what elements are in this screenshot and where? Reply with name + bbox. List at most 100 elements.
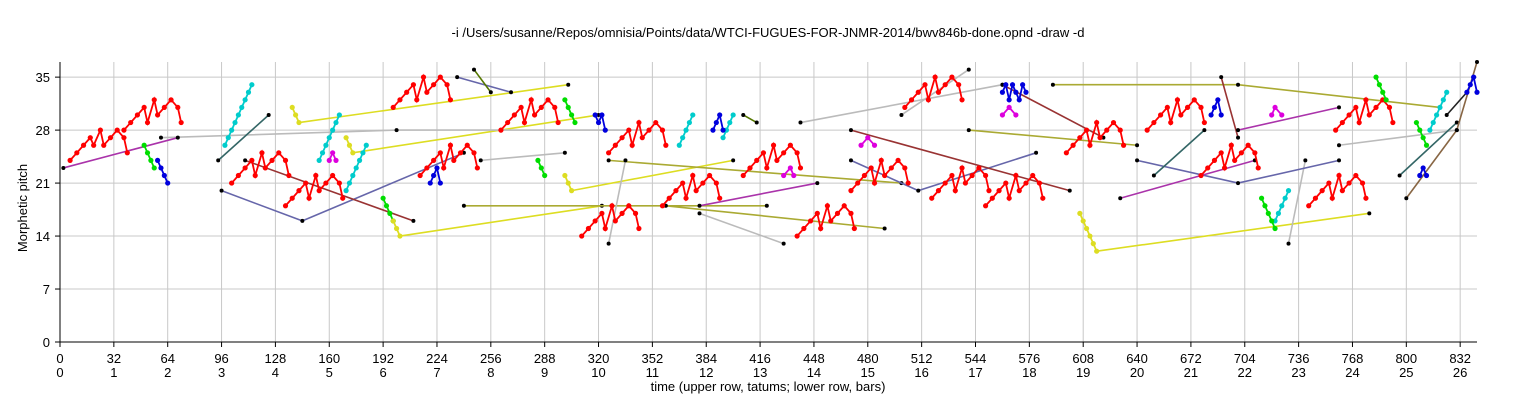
data-point — [158, 135, 163, 140]
data-point — [569, 188, 575, 194]
data-point — [1184, 104, 1191, 111]
data-point — [343, 135, 349, 141]
series-line — [298, 83, 569, 124]
x-tick-label-tatum: 736 — [1288, 351, 1310, 366]
data-point — [1238, 150, 1244, 156]
data-point — [666, 195, 672, 201]
data-point — [626, 127, 632, 133]
series-line — [968, 129, 1138, 147]
series-line — [217, 114, 270, 161]
x-tick-label-tatum: 384 — [695, 351, 717, 366]
x-axis-label: time (upper row, tatums; lower row, bars… — [651, 379, 886, 394]
series-line — [1200, 141, 1260, 177]
data-point — [1467, 82, 1473, 88]
data-point — [333, 157, 339, 163]
data-point — [431, 172, 437, 179]
data-point — [1367, 211, 1372, 216]
data-point — [1404, 196, 1409, 201]
data-point — [1083, 225, 1090, 232]
data-point — [1023, 180, 1029, 186]
x-tick-label-bar: 9 — [541, 365, 548, 380]
data-point — [1013, 112, 1019, 118]
data-point — [252, 172, 258, 179]
data-point — [717, 195, 723, 201]
series-line — [399, 204, 603, 237]
data-point — [431, 82, 437, 88]
data-point — [636, 119, 642, 126]
data-point — [107, 135, 114, 141]
data-point — [350, 150, 356, 156]
data-point — [326, 157, 332, 163]
data-point — [1104, 127, 1110, 133]
series-line — [160, 129, 650, 139]
data-point — [447, 142, 454, 148]
data-point — [1286, 241, 1291, 246]
data-point — [360, 150, 366, 156]
data-point — [128, 119, 134, 126]
data-point — [710, 127, 716, 133]
data-point — [346, 180, 353, 186]
data-point — [61, 165, 66, 170]
data-point — [626, 203, 632, 209]
x-tick-label-bar: 22 — [1238, 365, 1252, 380]
data-point — [141, 104, 147, 111]
data-point — [1135, 143, 1140, 148]
data-point — [700, 180, 706, 186]
data-point — [693, 188, 699, 194]
data-point — [303, 180, 309, 186]
data-point — [969, 172, 975, 179]
data-point — [731, 158, 736, 163]
data-point — [1373, 74, 1379, 80]
data-point — [1397, 173, 1402, 178]
data-point — [1262, 203, 1268, 209]
data-point — [296, 119, 302, 126]
data-point — [720, 127, 726, 133]
data-point — [155, 157, 161, 163]
data-point — [562, 150, 567, 155]
data-point — [882, 172, 888, 179]
data-point — [1094, 119, 1100, 126]
x-tick-label-bar: 17 — [968, 365, 982, 380]
series-line — [571, 159, 734, 192]
x-tick-label-tatum: 640 — [1126, 351, 1148, 366]
x-tick-label-tatum: 448 — [803, 351, 825, 366]
data-point — [794, 150, 800, 156]
data-point — [1363, 97, 1369, 103]
data-point — [562, 97, 568, 103]
data-point — [535, 157, 541, 163]
chart-title: -i /Users/susanne/Repos/omnisia/Points/d… — [452, 25, 1085, 40]
data-point — [538, 104, 544, 111]
x-tick-label-tatum: 544 — [965, 351, 987, 366]
data-point — [101, 142, 107, 148]
data-point — [1326, 180, 1332, 186]
data-point — [855, 180, 861, 186]
series-line — [1153, 129, 1205, 177]
data-point — [1144, 127, 1150, 133]
data-point — [1275, 210, 1282, 216]
data-point — [1269, 112, 1275, 118]
data-point — [1164, 104, 1170, 111]
series-line — [1146, 96, 1206, 131]
data-point — [717, 112, 723, 118]
data-point — [1236, 128, 1241, 133]
series-line — [1220, 76, 1239, 138]
data-point — [121, 135, 127, 141]
data-point — [97, 127, 103, 133]
data-point — [249, 82, 255, 88]
grid — [59, 62, 1477, 343]
data-point — [1228, 142, 1234, 148]
data-point — [1236, 135, 1241, 140]
data-point — [602, 127, 608, 133]
data-point — [1380, 89, 1386, 95]
data-point — [801, 225, 807, 232]
data-point — [437, 74, 443, 80]
data-point — [555, 119, 561, 126]
x-tick-label-tatum: 352 — [642, 351, 664, 366]
data-point — [437, 180, 443, 186]
x-tick-label-bar: 24 — [1345, 365, 1359, 380]
data-point — [562, 172, 568, 179]
data-point — [387, 210, 393, 216]
data-point — [363, 142, 369, 148]
data-point — [976, 165, 982, 171]
